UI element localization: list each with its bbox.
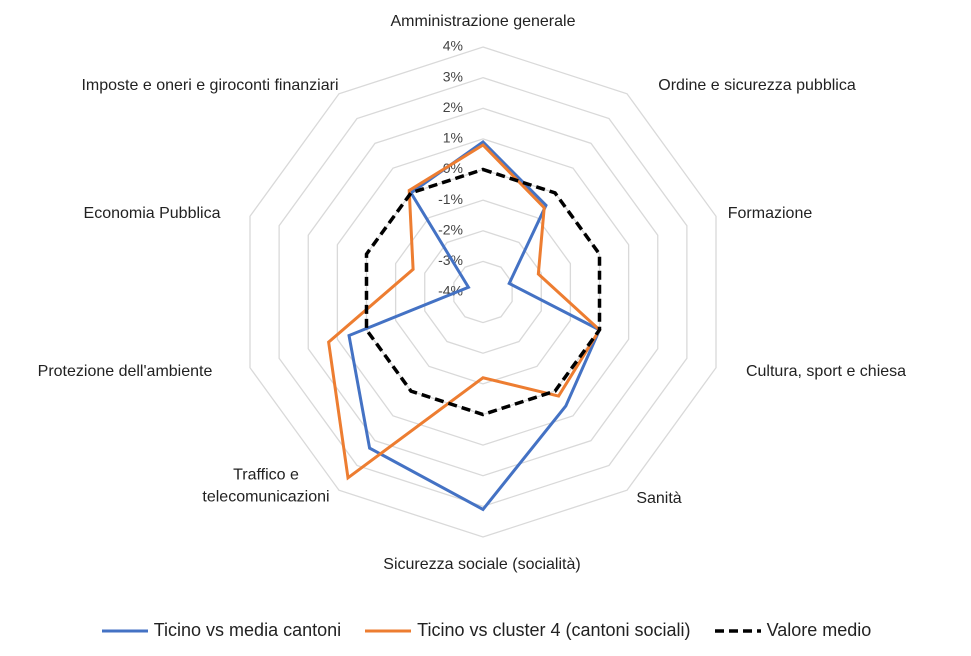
legend-label: Ticino vs media cantoni [153, 620, 342, 640]
legend-item: Ticino vs media cantoni [100, 620, 341, 641]
legend-item: Valore medio [713, 620, 872, 641]
series-line [347, 139, 602, 512]
y-tick-label: 3% [443, 68, 463, 84]
grid-ring [249, 46, 717, 538]
grid-ring [307, 107, 659, 477]
category-label: Imposte e oneri e giroconti finanziari [81, 77, 339, 95]
legend-item: Ticino vs cluster 4 (cantoni sociali) [363, 620, 691, 641]
y-tick-label: -4% [438, 283, 463, 299]
legend-label: Valore medio [766, 620, 872, 640]
y-tick-label: -2% [438, 221, 463, 237]
category-label: Economia Pubblica [83, 205, 221, 223]
grid-ring [336, 138, 630, 446]
grid-ring [453, 260, 513, 324]
category-label: Ordine e sicurezza pubblica [658, 77, 856, 95]
category-label: Traffico e telecomunicazioni [202, 466, 330, 505]
legend-swatch [101, 629, 148, 632]
legend: Ticino vs media cantoni Ticino vs cluster… [0, 620, 971, 641]
series-line [364, 167, 602, 417]
category-label: Protezione dell'ambiente [37, 363, 213, 381]
series-line [327, 143, 602, 481]
category-label: Cultura, sport e chiesa [745, 363, 907, 381]
y-tick-label: 4% [443, 38, 463, 54]
grid-ring [394, 199, 572, 385]
legend-label: Ticino vs cluster 4 (cantoni sociali) [417, 620, 691, 640]
legend-swatch [714, 628, 761, 633]
category-label: Sanità [636, 490, 682, 508]
legend-swatch [365, 629, 412, 632]
y-tick-label: 1% [443, 130, 463, 146]
y-tick-label: 0% [443, 160, 463, 176]
grid-ring [278, 76, 688, 508]
grid-ring [424, 230, 542, 354]
category-label: Amministrazione generale [390, 13, 576, 31]
y-tick-label: 2% [443, 99, 463, 115]
category-label: Formazione [727, 205, 813, 223]
category-label: Sicurezza sociale (socialità) [383, 556, 581, 574]
y-tick-label: -1% [438, 191, 463, 207]
